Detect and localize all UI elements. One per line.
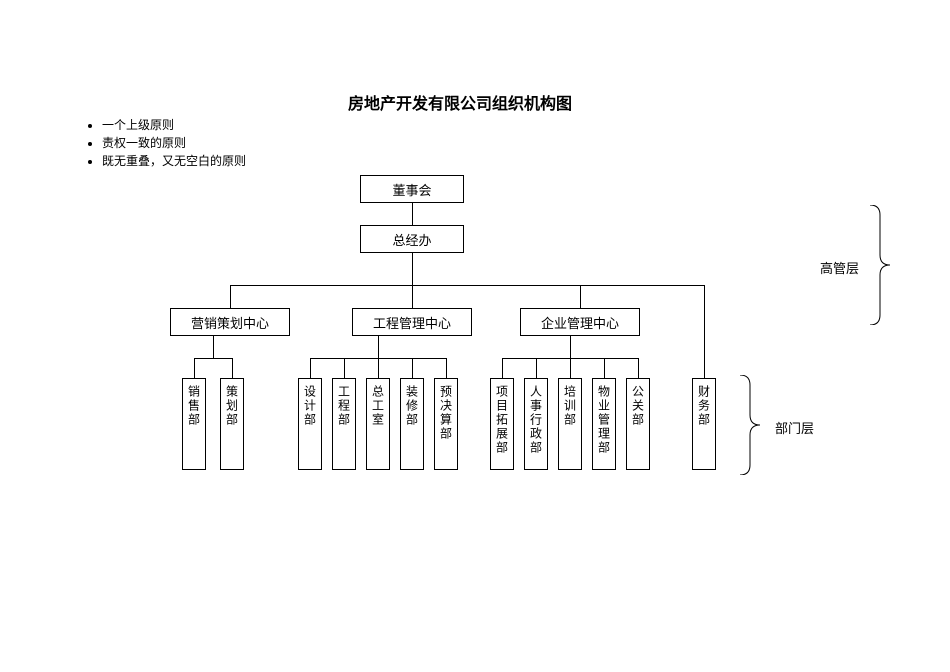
connector	[194, 358, 195, 378]
connector	[580, 285, 581, 308]
connector	[412, 203, 413, 225]
node-center-enterprise: 企业管理中心	[520, 308, 640, 336]
node-center-engineering: 工程管理中心	[352, 308, 472, 336]
connector	[446, 358, 447, 378]
connector	[378, 358, 379, 378]
dept-training: 培训部	[558, 378, 582, 470]
dept-sales: 销售部	[182, 378, 206, 470]
layer-label-top: 高管层	[820, 258, 859, 277]
connector	[378, 336, 379, 358]
dept-project-dev: 项目拓展部	[490, 378, 514, 470]
connector	[344, 358, 345, 378]
connector	[230, 285, 231, 308]
connector	[310, 358, 311, 378]
node-center-marketing: 营销策划中心	[170, 308, 290, 336]
dept-design: 设计部	[298, 378, 322, 470]
dept-budget: 预决算部	[434, 378, 458, 470]
layer-label-bottom: 部门层	[775, 418, 814, 437]
list-item: 一个上级原则	[102, 116, 246, 134]
connector	[570, 336, 571, 358]
connector	[412, 358, 413, 378]
list-item: 既无重叠，又无空白的原则	[102, 152, 246, 170]
dept-chief-eng: 总工室	[366, 378, 390, 470]
brace-top	[870, 205, 890, 325]
dept-hr-admin: 人事行政部	[524, 378, 548, 470]
principles-list: 一个上级原则 责权一致的原则 既无重叠，又无空白的原则	[82, 116, 246, 170]
dept-finance: 财务部	[692, 378, 716, 470]
node-board: 董事会	[360, 175, 464, 203]
connector	[638, 358, 639, 378]
connector	[502, 358, 503, 378]
connector	[704, 285, 705, 378]
chart-title: 房地产开发有限公司组织机构图	[348, 90, 572, 114]
connector	[412, 285, 413, 308]
list-item: 责权一致的原则	[102, 134, 246, 152]
connector	[412, 253, 413, 285]
connector	[213, 336, 214, 358]
dept-engineering: 工程部	[332, 378, 356, 470]
connector	[570, 358, 571, 378]
connector	[230, 285, 704, 286]
connector	[604, 358, 605, 378]
node-gm: 总经办	[360, 225, 464, 253]
dept-property: 物业管理部	[592, 378, 616, 470]
brace-bottom	[740, 375, 760, 475]
connector	[194, 358, 233, 359]
connector	[536, 358, 537, 378]
dept-planning: 策划部	[220, 378, 244, 470]
dept-pr: 公关部	[626, 378, 650, 470]
dept-decoration: 装修部	[400, 378, 424, 470]
connector	[232, 358, 233, 378]
